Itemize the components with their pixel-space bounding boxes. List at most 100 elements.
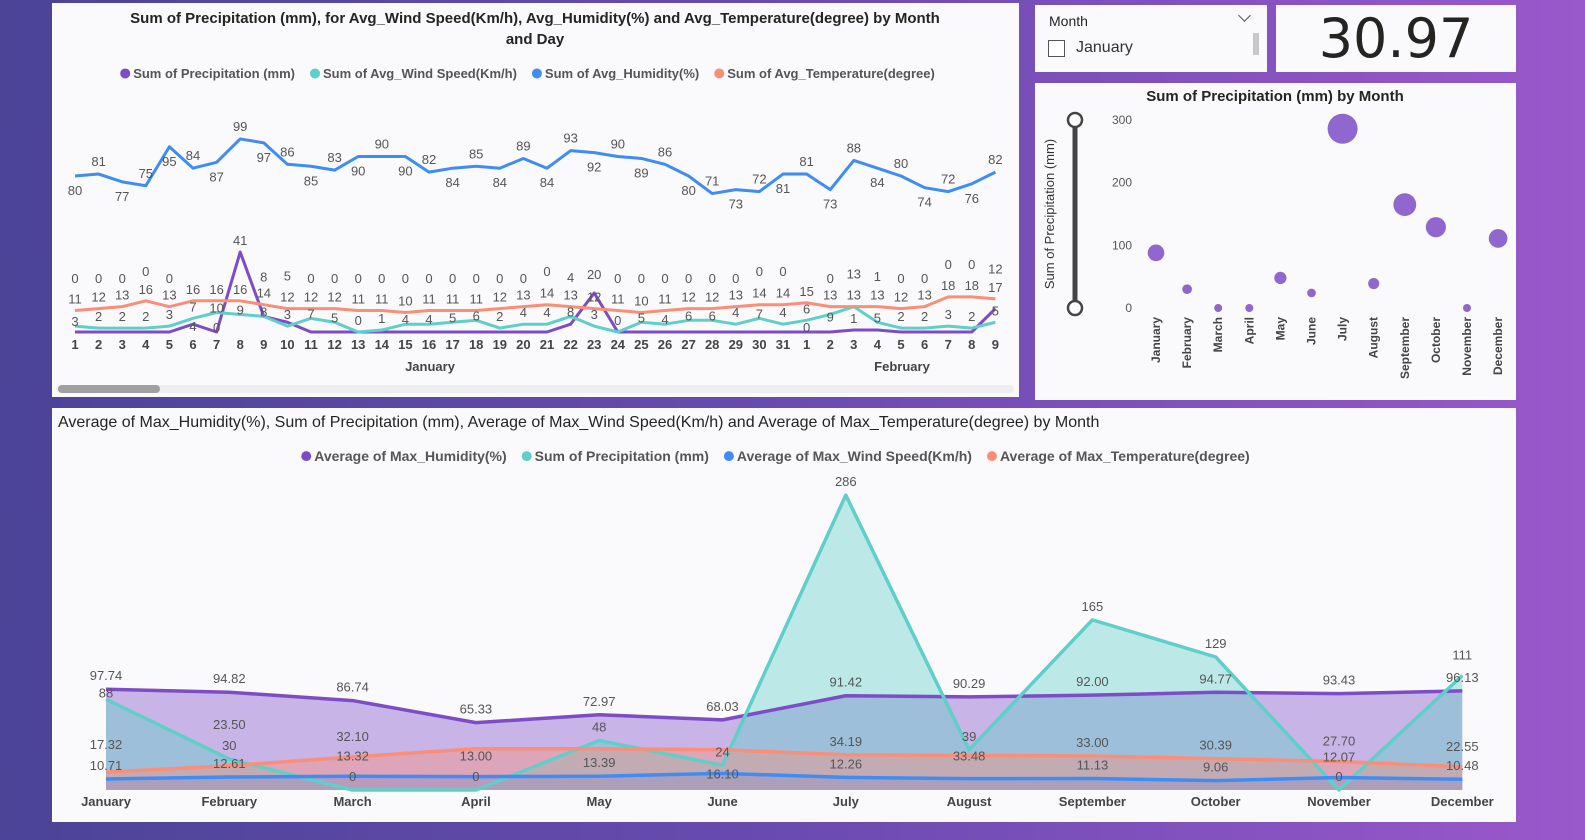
data-label-average-of-max-wind-speed-km-h: 13.39 — [583, 755, 616, 770]
legend-marker-sum-of-precipitation-mm — [521, 451, 532, 462]
data-label-sum-of-precipitation-mm: 0 — [496, 271, 503, 286]
x-tick-label: February — [201, 794, 257, 809]
data-label-sum-of-avg-humidity: 99 — [233, 119, 247, 134]
data-label-sum-of-precipitation-mm: 0 — [921, 271, 928, 286]
x-tick-day: 9 — [992, 337, 999, 352]
data-label-sum-of-avg-wind-speed-km-h: 2 — [496, 309, 503, 324]
legend-item-average-of-max-humidity[interactable]: Average of Max_Humidity(%) — [314, 448, 506, 464]
data-label-average-of-max-wind-speed-km-h: 11.13 — [1077, 758, 1109, 773]
data-label-sum-of-avg-humidity: 84 — [870, 175, 884, 190]
x-tick-label: July — [833, 794, 860, 809]
data-label-sum-of-avg-temperature-degree: 16 — [139, 282, 153, 297]
bubble-may[interactable] — [1274, 271, 1287, 285]
x-tick-day: 6 — [921, 337, 928, 352]
scrollbar-thumb[interactable] — [58, 385, 160, 393]
data-label-sum-of-precipitation-mm: 0 — [520, 271, 527, 286]
x-tick-day: 24 — [611, 337, 626, 352]
bubble-august[interactable] — [1368, 278, 1380, 290]
data-label-sum-of-precipitation-mm: 1 — [874, 269, 881, 284]
data-label-sum-of-avg-wind-speed-km-h: 2 — [897, 309, 904, 324]
bubble-march[interactable] — [1214, 304, 1223, 312]
data-label-sum-of-precipitation-mm: 165 — [1082, 599, 1104, 614]
data-label-sum-of-avg-temperature-degree: 12 — [304, 290, 318, 305]
legend-item-average-of-max-wind-speed-km-h[interactable]: Average of Max_Wind Speed(Km/h) — [737, 448, 972, 464]
data-label-sum-of-avg-wind-speed-km-h: 2 — [95, 309, 102, 324]
chart-legend: Sum of Precipitation (mm) Sum of Avg_Wind… — [120, 66, 935, 81]
bubble-july[interactable] — [1327, 113, 1358, 144]
bubble-october[interactable] — [1425, 217, 1446, 238]
data-label-sum-of-precipitation-mm: 4 — [189, 319, 196, 334]
x-tick-day: 29 — [729, 337, 743, 352]
data-label-sum-of-precipitation-mm: 0 — [779, 264, 786, 279]
data-label-sum-of-avg-temperature-degree: 11 — [351, 292, 365, 307]
data-label-average-of-max-wind-speed-km-h: 13.32 — [336, 748, 369, 763]
horizontal-scrollbar[interactable] — [56, 385, 1014, 393]
data-label-sum-of-avg-humidity: 73 — [729, 197, 743, 212]
bubble-december[interactable] — [1488, 229, 1508, 248]
data-label-sum-of-avg-temperature-degree: 11 — [446, 292, 460, 307]
data-label-sum-of-avg-humidity: 97 — [257, 150, 271, 165]
data-label-sum-of-precipitation-mm: 0 — [945, 257, 952, 272]
data-label-average-of-max-humidity: 72.97 — [583, 694, 616, 709]
data-label-sum-of-avg-temperature-degree: 17 — [988, 280, 1002, 295]
x-tick-label: December — [1491, 317, 1505, 375]
data-label-sum-of-avg-wind-speed-km-h: 5 — [449, 310, 456, 325]
x-tick-day: 13 — [351, 337, 365, 352]
monthly-area-chart-panel: Average of Max_Humidity(%), Sum of Preci… — [52, 408, 1516, 822]
x-tick-label: July — [1336, 317, 1350, 341]
slicer-scrollbar[interactable] — [1253, 33, 1259, 55]
range-slider-bottom-handle[interactable] — [1066, 299, 1084, 317]
data-label-sum-of-precipitation-mm: 41 — [233, 233, 247, 248]
data-label-sum-of-avg-wind-speed-km-h: 2 — [119, 309, 126, 324]
data-label-sum-of-avg-temperature-degree: 10 — [398, 294, 412, 309]
legend-item-sum-of-avg-wind-speed-km-h[interactable]: Sum of Avg_Wind Speed(Km/h) — [323, 66, 517, 81]
data-label-average-of-max-temperature-degree: 22.55 — [1446, 739, 1479, 754]
data-label-sum-of-avg-temperature-degree: 18 — [941, 278, 955, 293]
data-label-sum-of-avg-humidity: 92 — [587, 160, 601, 175]
series-line-sum-of-precipitation-mm — [105, 493, 1464, 792]
data-label-sum-of-avg-humidity: 82 — [988, 152, 1002, 167]
daily-line-chart-panel: Sum of Precipitation (mm), for Avg_Wind … — [52, 3, 1019, 397]
range-slider-top-handle[interactable] — [1066, 111, 1084, 129]
data-label-sum-of-avg-wind-speed-km-h: 4 — [402, 312, 409, 327]
x-tick-day: 27 — [681, 337, 695, 352]
y-tick-label: 200 — [1112, 176, 1132, 190]
data-label-sum-of-precipitation-mm: 0 — [449, 271, 456, 286]
series-line-sum-of-avg-humidity — [74, 137, 997, 196]
data-label-sum-of-avg-humidity: 93 — [563, 131, 577, 146]
data-label-sum-of-precipitation-mm: 111 — [1452, 648, 1472, 663]
legend-item-sum-of-avg-temperature-degree[interactable]: Sum of Avg_Temperature(degree) — [727, 66, 935, 81]
data-label-sum-of-avg-wind-speed-km-h: 6 — [685, 308, 692, 323]
x-tick-day: 12 — [327, 337, 341, 352]
data-label-sum-of-avg-humidity: 80 — [894, 156, 908, 171]
bubble-february[interactable] — [1182, 284, 1192, 295]
slicer-item-label: January — [1076, 39, 1133, 56]
data-label-sum-of-precipitation-mm: 0 — [119, 271, 126, 286]
legend-item-sum-of-precipitation-mm[interactable]: Sum of Precipitation (mm) — [133, 66, 295, 81]
x-tick-day: 11 — [304, 337, 318, 352]
data-label-sum-of-avg-humidity: 74 — [917, 195, 931, 210]
data-label-sum-of-avg-wind-speed-km-h: 4 — [520, 305, 527, 320]
bubble-september[interactable] — [1393, 193, 1417, 216]
data-label-average-of-max-humidity: 97.74 — [90, 668, 123, 683]
bubble-november[interactable] — [1463, 304, 1471, 312]
data-label-average-of-max-temperature-degree: 33.00 — [1076, 735, 1109, 750]
y-tick-label: 0 — [1125, 301, 1132, 315]
bubble-april[interactable] — [1245, 304, 1254, 312]
data-label-sum-of-precipitation-mm: 0 — [331, 271, 338, 286]
legend-marker-sum-of-precipitation-mm — [120, 68, 131, 79]
slicer-item-january[interactable]: January — [1048, 39, 1133, 57]
data-label-sum-of-precipitation-mm: 20 — [587, 267, 601, 282]
x-tick-day: 3 — [119, 337, 126, 352]
bubble-january[interactable] — [1147, 244, 1165, 262]
data-label-sum-of-avg-wind-speed-km-h: 5 — [992, 303, 999, 318]
data-label-sum-of-avg-temperature-degree: 16 — [233, 282, 247, 297]
bubble-june[interactable] — [1307, 288, 1316, 298]
series-line-sum-of-avg-temperature-degree — [74, 295, 996, 314]
checkbox[interactable] — [1048, 39, 1065, 57]
x-tick-label: August — [947, 794, 992, 809]
legend-item-sum-of-avg-humidity[interactable]: Sum of Avg_Humidity(%) — [545, 66, 699, 81]
legend-item-sum-of-precipitation-mm[interactable]: Sum of Precipitation (mm) — [535, 448, 709, 464]
chevron-down-icon[interactable] — [1238, 9, 1251, 22]
legend-item-average-of-max-temperature-degree[interactable]: Average of Max_Temperature(degree) — [1000, 448, 1250, 464]
